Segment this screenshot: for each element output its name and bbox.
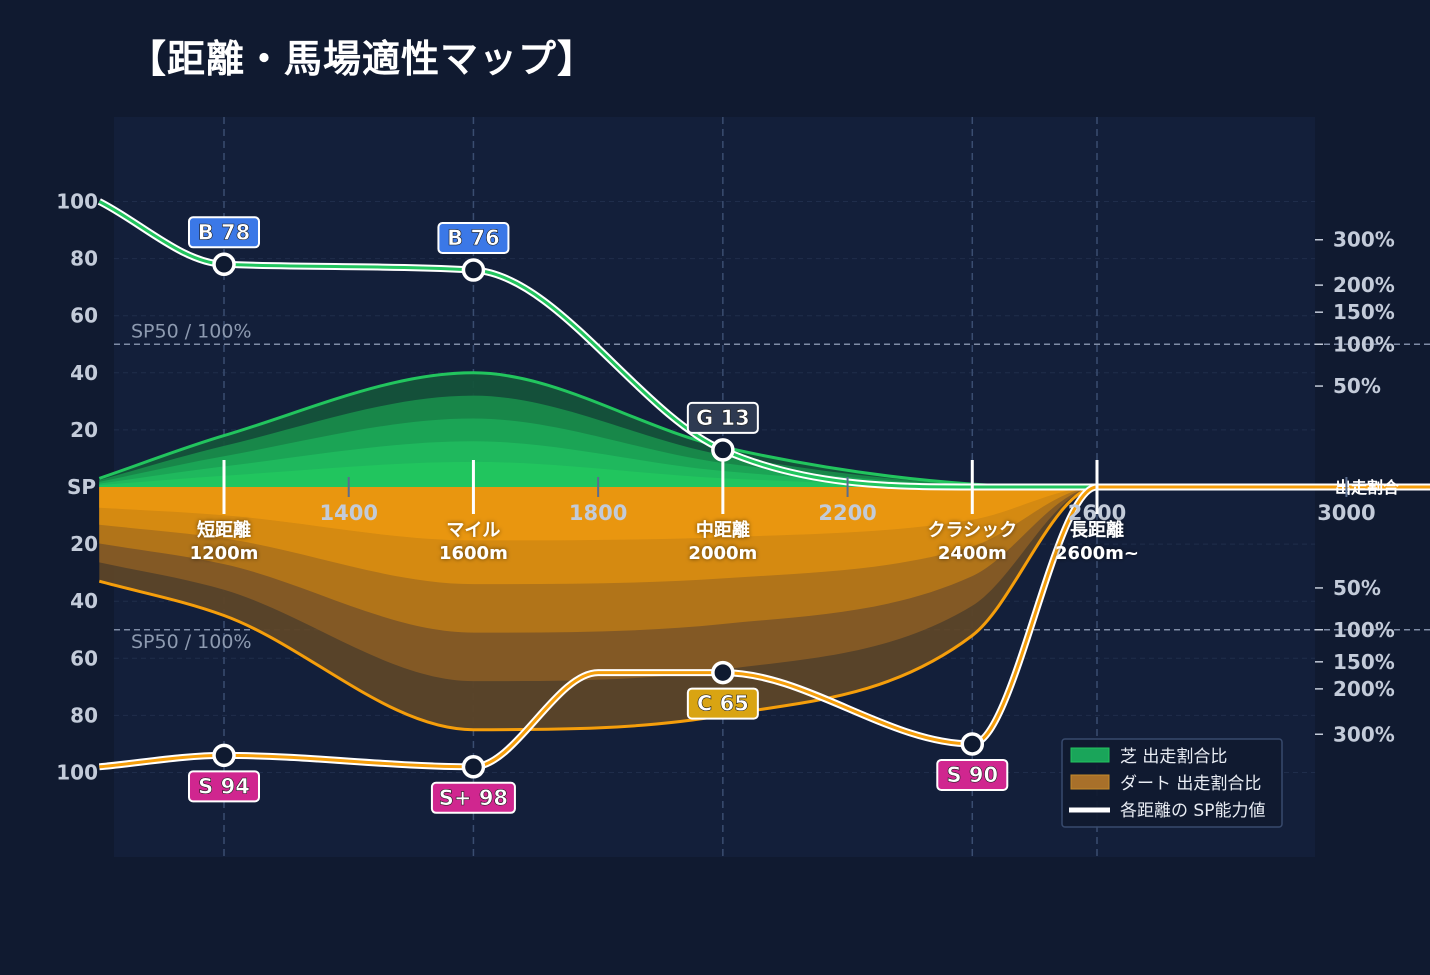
badge-box [686, 401, 759, 434]
category-distance-label: 1600m [439, 543, 508, 564]
category-name-label: 長距離 [1070, 519, 1124, 541]
category-distance-label: 2600m~ [1055, 543, 1139, 564]
distance-tick-label: 3000 [1317, 501, 1375, 525]
sp-grade-badge: B 78 [188, 216, 260, 249]
right-tick-label: 50% [1333, 576, 1381, 600]
legend-swatch-turf [1070, 747, 1110, 763]
reference-label-upper: SP50 / 100% [131, 320, 252, 342]
distance-tick-label: 1800 [569, 501, 627, 525]
right-tick-label: 100% [1333, 332, 1395, 356]
badge-box [437, 222, 510, 255]
badge-label: B 78 [198, 220, 251, 244]
category-name-label: マイル [446, 520, 500, 541]
right-tick-label: 150% [1333, 650, 1395, 674]
category-distance-label: 2000m [688, 543, 757, 564]
dirt-sp-point [711, 660, 735, 685]
distance-tick-label: 1400 [319, 501, 377, 525]
category-distance-label: 2400m [938, 543, 1007, 564]
badge-box [188, 216, 260, 249]
badge-label: S 90 [946, 763, 998, 787]
distance-tick-label: 2200 [818, 501, 876, 525]
left-tick-label: 60 [70, 646, 98, 670]
legend-label: 各距離の SP能力値 [1120, 801, 1265, 821]
badge-label: B 76 [447, 226, 500, 250]
sp-grade-badge: G 13 [686, 401, 759, 434]
left-tick-label: 40 [70, 361, 98, 385]
sp-grade-badge: S 90 [936, 758, 1009, 791]
right-tick-label: 300% [1333, 722, 1395, 746]
badge-label: S+ 98 [439, 786, 508, 810]
right-tick-label: 50% [1333, 374, 1381, 398]
sp-grade-badge: B 76 [437, 222, 510, 255]
sp-grade-badge: S 94 [188, 770, 260, 803]
badge-box [686, 687, 759, 720]
left-tick-label: 20 [70, 418, 98, 442]
right-tick-label: 300% [1333, 228, 1395, 252]
sp-grade-badge: S+ 98 [430, 781, 516, 814]
left-tick-label: 80 [70, 703, 98, 727]
right-tick-label: 200% [1333, 273, 1395, 297]
category-name-label: 短距離 [197, 519, 251, 541]
dirt-sp-point [960, 732, 985, 756]
turf-sp-point [212, 252, 236, 277]
legend-label: ダート 出走割合比 [1120, 774, 1261, 794]
legend-label: 芝 出走割合比 [1120, 747, 1227, 767]
chart-title: 【距離・馬場適性マップ】 [128, 37, 597, 81]
left-tick-label: 60 [70, 304, 98, 328]
dirt-sp-point [212, 743, 236, 768]
left-center-label: SP [67, 475, 96, 499]
badge-label: G 13 [696, 406, 750, 430]
left-tick-label: 100 [56, 761, 98, 785]
right-tick-label: 200% [1333, 677, 1395, 701]
left-tick-label: 80 [70, 247, 98, 271]
right-tick-label: 100% [1333, 618, 1395, 642]
category-name-label: クラシック [927, 520, 1017, 541]
reference-label-lower: SP50 / 100% [131, 631, 252, 653]
badge-box [936, 758, 1009, 791]
turf-sp-point [711, 438, 735, 462]
badge-box [430, 781, 516, 814]
share-areas [98, 371, 1430, 732]
sp-points: B 78 B 76 G 13 S 94 S+ 98 C 65 S 90 [188, 216, 1009, 814]
badge-box [188, 770, 260, 803]
left-tick-label: 20 [70, 532, 98, 556]
category-distance-label: 1200m [190, 543, 259, 564]
right-center-label: 出走割合 [1335, 478, 1400, 497]
axis-labels: SP50 / 100% SP50 / 100% 100 80 60 40 20 SP 20 40 6… [56, 190, 1400, 785]
turf-share-area [99, 461, 1430, 488]
dirt-sp-point [461, 755, 486, 779]
right-tick-label: 150% [1333, 300, 1395, 324]
category-name-label: 中距離 [696, 519, 750, 541]
legend-box [1061, 738, 1283, 828]
sp-grade-badge: C 65 [686, 687, 759, 720]
turf-sp-point [461, 258, 486, 282]
dirt-share-area [99, 486, 1430, 541]
left-tick-label: 40 [70, 589, 98, 613]
legend-swatch-dirt [1070, 774, 1110, 790]
badge-label: C 65 [697, 692, 749, 716]
left-tick-label: 100 [56, 190, 98, 214]
badge-label: S 94 [198, 774, 250, 798]
